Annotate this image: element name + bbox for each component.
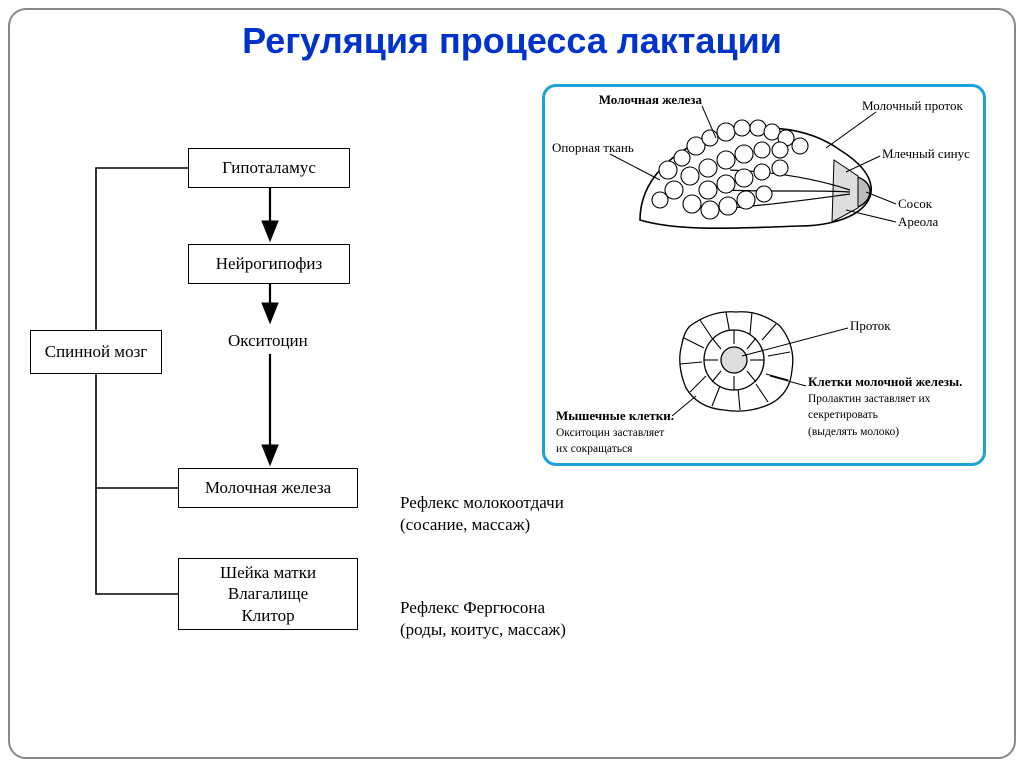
anat-label-nipple: Сосок — [898, 196, 932, 212]
label-reflex-milk-text: Рефлекс молокоотдачи (сосание, массаж) — [400, 493, 564, 534]
label-reflex-milk: Рефлекс молокоотдачи (сосание, массаж) — [400, 470, 564, 536]
anat-label-duct-text: Молочный проток — [862, 98, 963, 113]
anat-label-gland-name-text: Молочная железа — [599, 92, 702, 107]
box-mammary-label: Молочная железа — [205, 477, 331, 498]
anat-label-duct: Молочный проток — [862, 98, 982, 114]
box-neurohypophysis-label: Нейрогипофиз — [216, 253, 322, 274]
anat-label-myo-sub: Окситоцин заставляет их сокращаться — [556, 427, 664, 456]
anat-label-support-text: Опорная ткань — [552, 140, 634, 155]
anat-label-gland-name: Молочная железа — [562, 92, 702, 108]
anat-label-sinus: Млечный синус — [882, 146, 992, 162]
anat-label-myo: Мышечные клетки. Окситоцин заставляет их… — [556, 408, 716, 457]
anat-label-support: Опорная ткань — [552, 140, 652, 156]
anat-label-secretory: Клетки молочной железы. Пролактин застав… — [808, 374, 984, 440]
box-hypothalamus: Гипоталамус — [188, 148, 350, 188]
anat-label-nipple-text: Сосок — [898, 196, 932, 211]
box-cervix-label: Шейка матки Влагалище Клитор — [220, 562, 316, 626]
label-oxytocin: Окситоцин — [228, 330, 308, 352]
anat-label-lumen: Проток — [850, 318, 891, 334]
box-spinal: Спинной мозг — [30, 330, 162, 374]
box-neurohypophysis: Нейрогипофиз — [188, 244, 350, 284]
anat-label-areola: Ареола — [898, 214, 938, 230]
box-spinal-label: Спинной мозг — [45, 341, 148, 362]
anat-label-myo-title: Мышечные клетки. — [556, 408, 674, 423]
box-mammary: Молочная железа — [178, 468, 358, 508]
label-reflex-ferguson-text: Рефлекс Фергюсона (роды, коитус, массаж) — [400, 598, 566, 639]
label-reflex-ferguson: Рефлекс Фергюсона (роды, коитус, массаж) — [400, 575, 566, 641]
anat-label-areola-text: Ареола — [898, 214, 938, 229]
anat-label-secretory-title: Клетки молочной железы. — [808, 374, 962, 389]
anat-label-sinus-text: Млечный синус — [882, 146, 970, 161]
page-title: Регуляция процесса лактации — [0, 20, 1024, 62]
anat-label-secretory-sub: Пролактин заставляет их секретировать (в… — [808, 393, 930, 439]
label-oxytocin-text: Окситоцин — [228, 331, 308, 350]
anat-label-lumen-text: Проток — [850, 318, 891, 333]
box-cervix: Шейка матки Влагалище Клитор — [178, 558, 358, 630]
box-hypothalamus-label: Гипоталамус — [222, 157, 316, 178]
